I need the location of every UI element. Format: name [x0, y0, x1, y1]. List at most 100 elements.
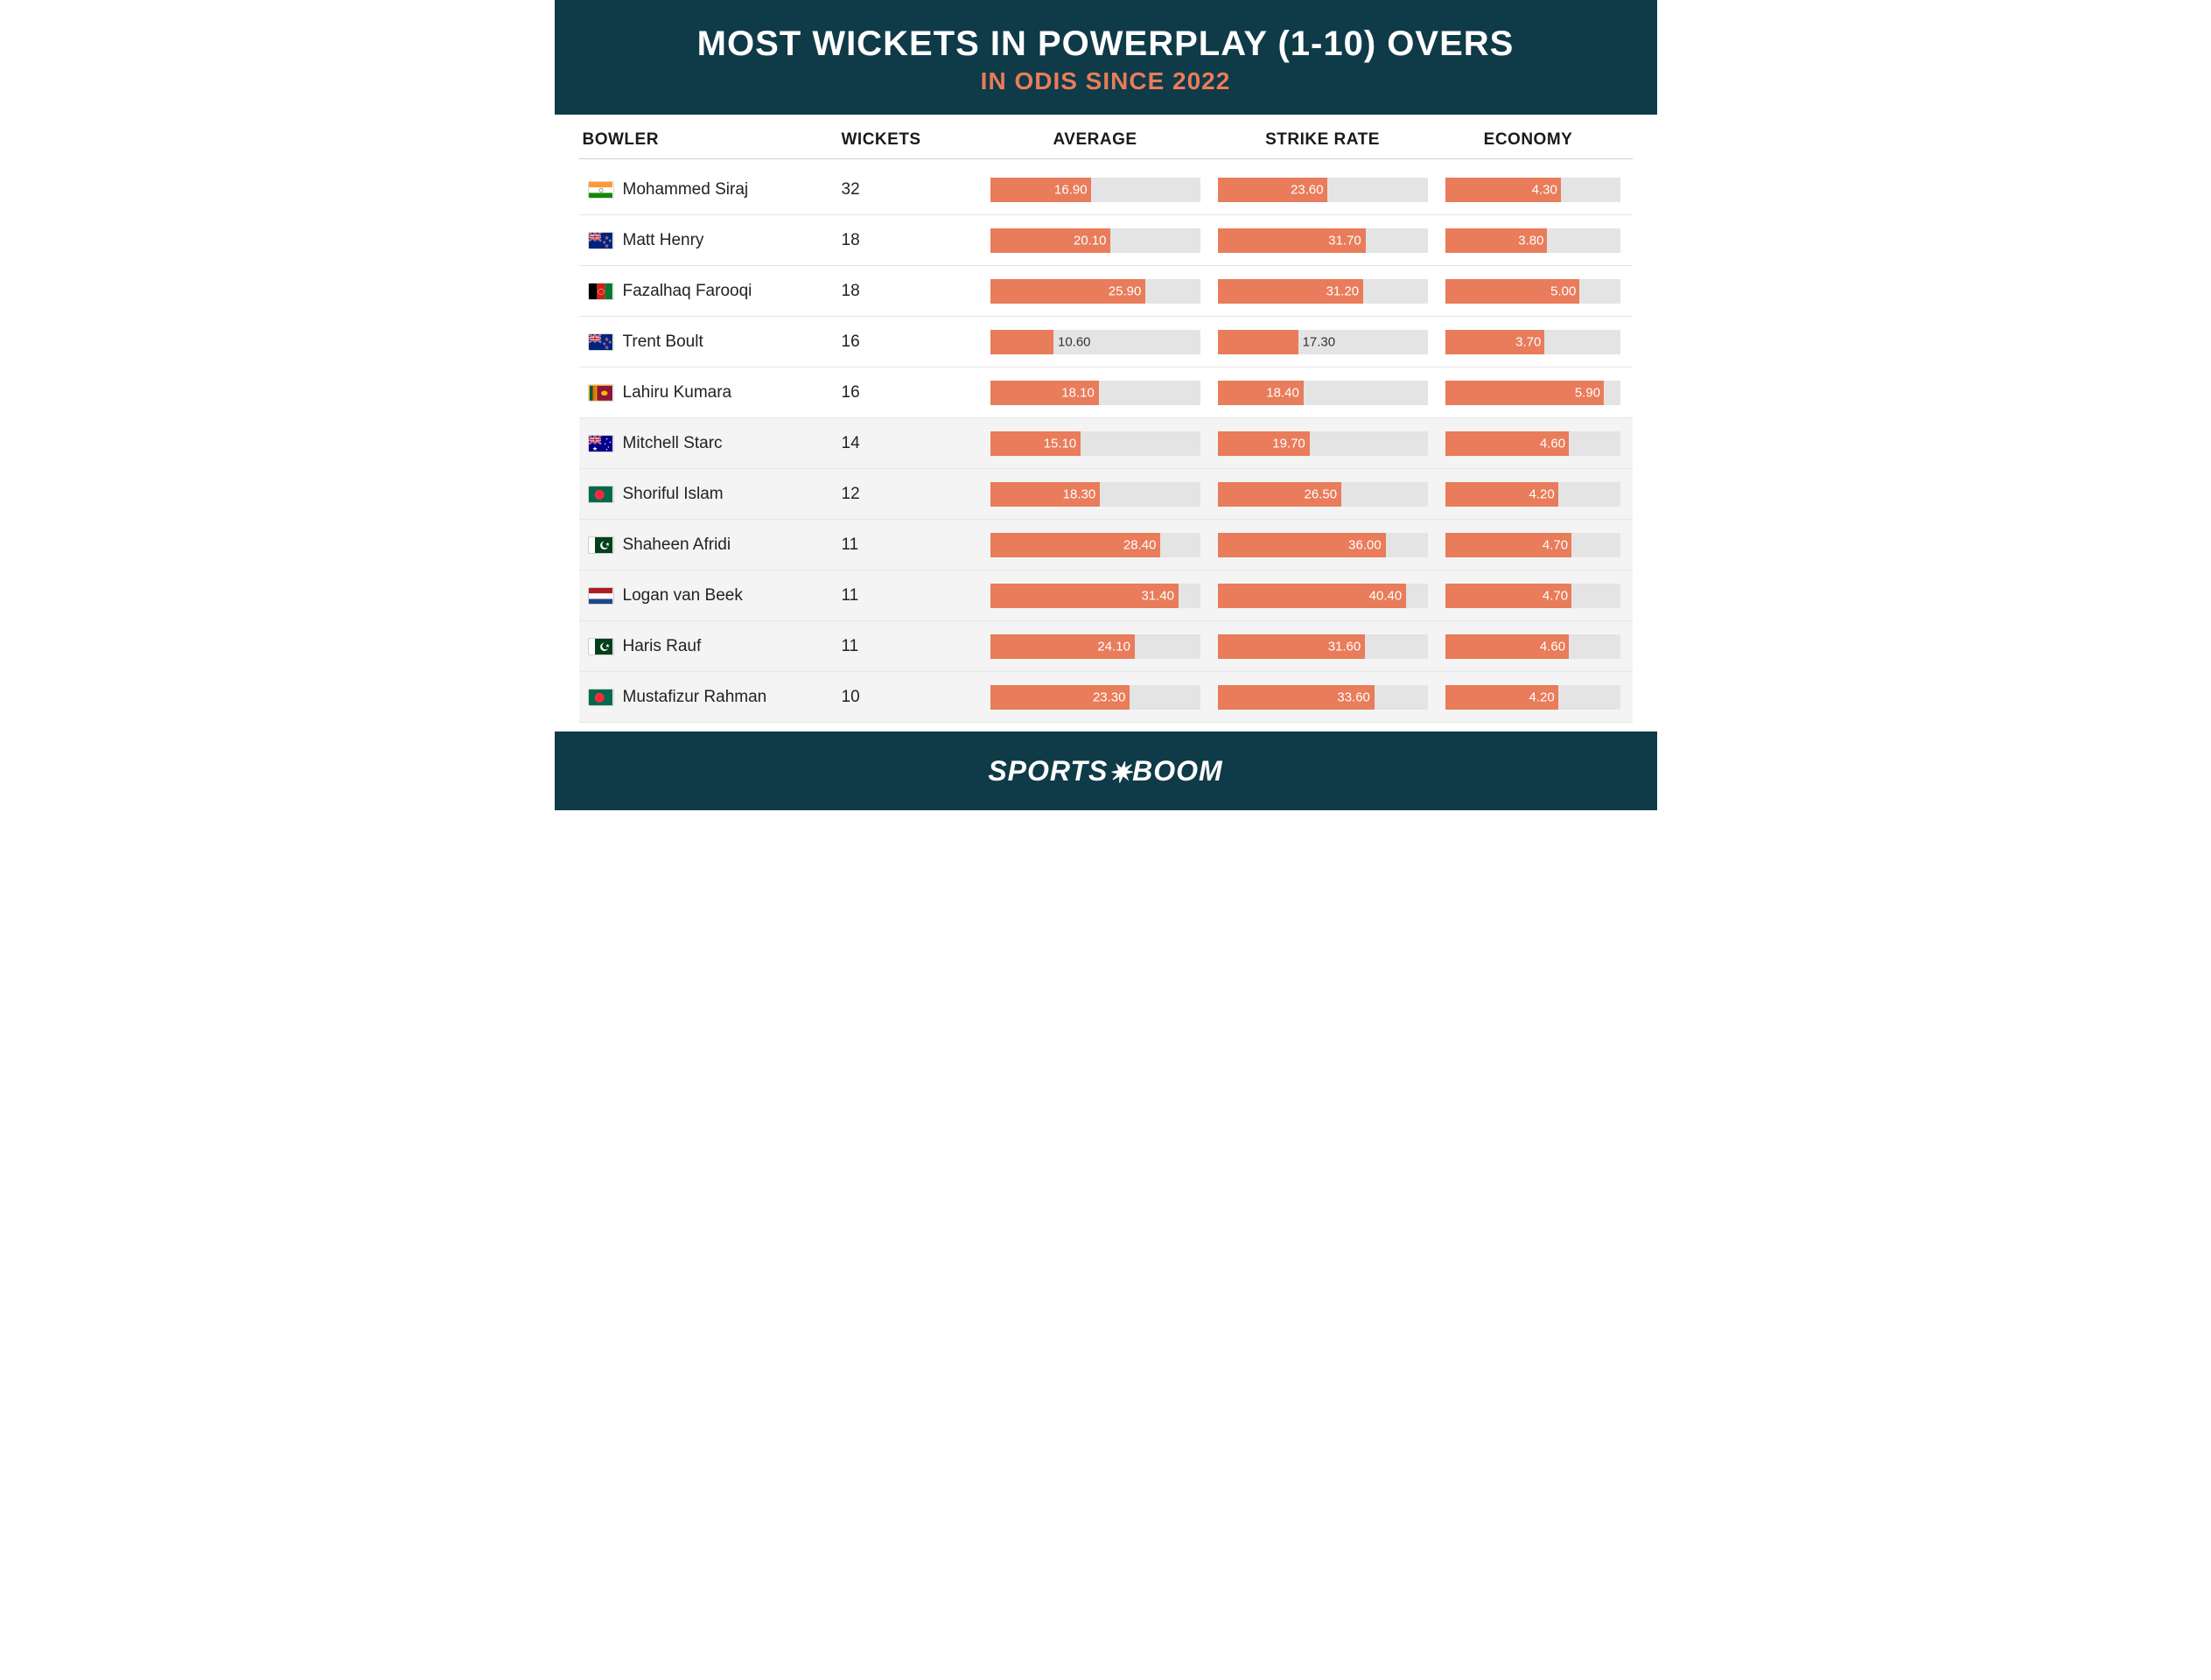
bar-value-label: 28.40 [1123, 537, 1157, 552]
table: BOWLER WICKETS AVERAGE STRIKE RATE ECONO… [555, 115, 1657, 732]
bar-cell: 24.10 [982, 634, 1209, 659]
bar-cell: 19.70 [1209, 431, 1437, 456]
bar-value-label: 31.20 [1326, 284, 1360, 298]
table-row: Logan van Beek1131.4040.404.70 [579, 570, 1633, 621]
wickets-value: 18 [842, 231, 982, 250]
bar-value-label: 23.30 [1093, 690, 1126, 704]
wickets-value: 11 [842, 637, 982, 656]
bowler-name: Matt Henry [623, 231, 704, 250]
afghanistan-flag-icon [588, 283, 614, 300]
bar-cell: 25.90 [982, 279, 1209, 304]
bar-value-label: 20.10 [1074, 233, 1107, 248]
bar-cell: 4.20 [1437, 685, 1620, 710]
bangladesh-flag-icon [588, 689, 614, 706]
bar-cell: 10.60 [982, 330, 1209, 354]
bowler-name: Shoriful Islam [623, 485, 724, 504]
bar-value-label: 4.70 [1543, 588, 1568, 603]
bar-value-label: 3.70 [1515, 334, 1541, 349]
table-row: Lahiru Kumara1618.1018.405.90 [579, 368, 1633, 418]
bar-value-label: 26.50 [1305, 486, 1338, 501]
table-body: Mohammed Siraj32 16.90 23.60 4.30 Matt Henry… [579, 164, 1633, 723]
bar-value-label: 16.90 [1054, 182, 1088, 197]
bar-cell: 18.30 [982, 482, 1209, 507]
bowler-name: Shaheen Afridi [623, 536, 731, 555]
bar-value-label: 3.80 [1518, 233, 1543, 248]
newzealand-flag-icon [588, 232, 614, 249]
bar-cell: 18.40 [1209, 381, 1437, 405]
header: MOST WICKETS IN POWERPLAY (1-10) OVERS I… [555, 0, 1657, 115]
table-row: Mitchell Starc14 15.10 19.70 4.60 [579, 418, 1633, 469]
bowler-cell: Shaheen Afridi [579, 536, 842, 555]
wickets-value: 11 [842, 536, 982, 555]
pakistan-flag-icon [588, 638, 614, 655]
bar-value-label: 4.60 [1540, 436, 1565, 451]
bar-cell: 3.80 [1437, 228, 1620, 253]
col-header-bowler: BOWLER [579, 130, 842, 150]
bar-cell: 23.30 [982, 685, 1209, 710]
wickets-value: 10 [842, 688, 982, 707]
bar-value-label: 17.30 [1303, 334, 1336, 349]
bowler-name: Trent Boult [623, 332, 703, 352]
wickets-value: 32 [842, 180, 982, 200]
bar-cell: 16.90 [982, 178, 1209, 202]
bowler-cell: Mitchell Starc [579, 434, 842, 453]
bowler-cell: Fazalhaq Farooqi [579, 282, 842, 301]
bar-value-label: 18.40 [1266, 385, 1299, 400]
col-header-strike-rate: STRIKE RATE [1209, 130, 1437, 150]
bar-value-label: 19.70 [1272, 436, 1305, 451]
bar-value-label: 5.00 [1550, 284, 1576, 298]
wickets-value: 18 [842, 282, 982, 301]
table-row: Haris Rauf 1124.1031.604.60 [579, 621, 1633, 672]
netherlands-flag-icon [588, 587, 614, 605]
bowler-cell: Mustafizur Rahman [579, 688, 842, 707]
bar-cell: 20.10 [982, 228, 1209, 253]
bowler-cell: Logan van Beek [579, 586, 842, 606]
bar-cell: 15.10 [982, 431, 1209, 456]
bowler-cell: Matt Henry [579, 231, 842, 250]
bar-cell: 4.60 [1437, 431, 1620, 456]
bar-cell: 18.10 [982, 381, 1209, 405]
bowler-name: Haris Rauf [623, 637, 702, 656]
bar-cell: 3.70 [1437, 330, 1620, 354]
title: MOST WICKETS IN POWERPLAY (1-10) OVERS [572, 24, 1640, 64]
bar-cell: 33.60 [1209, 685, 1437, 710]
bar-cell: 5.00 [1437, 279, 1620, 304]
wickets-value: 14 [842, 434, 982, 453]
srilanka-flag-icon [588, 384, 614, 402]
bar-value-label: 4.20 [1529, 486, 1555, 501]
bar-value-label: 18.30 [1063, 486, 1096, 501]
infographic-container: MOST WICKETS IN POWERPLAY (1-10) OVERS I… [555, 0, 1657, 810]
bar-cell: 4.70 [1437, 533, 1620, 557]
bar-cell: 17.30 [1209, 330, 1437, 354]
australia-flag-icon [588, 435, 614, 452]
bowler-cell: Mohammed Siraj [579, 180, 842, 200]
bar-value-label: 5.90 [1575, 385, 1600, 400]
bar-value-label: 4.30 [1532, 182, 1557, 197]
col-header-economy: ECONOMY [1437, 130, 1620, 150]
bar-value-label: 33.60 [1337, 690, 1370, 704]
bar-cell: 4.20 [1437, 482, 1620, 507]
wickets-value: 16 [842, 332, 982, 352]
bar-value-label: 15.10 [1044, 436, 1077, 451]
bowler-name: Mustafizur Rahman [623, 688, 767, 707]
col-header-wickets: WICKETS [842, 130, 982, 150]
bar-cell: 23.60 [1209, 178, 1437, 202]
bar-cell: 31.40 [982, 584, 1209, 608]
bar-value-label: 31.70 [1328, 233, 1361, 248]
bar-value-label: 4.20 [1529, 690, 1555, 704]
bowler-name: Fazalhaq Farooqi [623, 282, 752, 301]
bar-cell: 31.60 [1209, 634, 1437, 659]
table-header: BOWLER WICKETS AVERAGE STRIKE RATE ECONO… [579, 130, 1633, 159]
wickets-value: 11 [842, 586, 982, 606]
bowler-cell: Lahiru Kumara [579, 383, 842, 402]
table-row: Mustafizur Rahman 10 23.30 33.60 4.20 [579, 672, 1633, 723]
table-row: Shaheen Afridi1128.4036.004.70 [579, 520, 1633, 570]
bar-cell: 4.60 [1437, 634, 1620, 659]
table-row: Mohammed Siraj32 16.90 23.60 4.30 [579, 164, 1633, 215]
india-flag-icon [588, 181, 614, 199]
table-row: Shoriful Islam1218.3026.504.20 [579, 469, 1633, 520]
bar-cell: 4.30 [1437, 178, 1620, 202]
bar-cell: 4.70 [1437, 584, 1620, 608]
bar-cell: 26.50 [1209, 482, 1437, 507]
footer: SPORTS✷BOOM [555, 732, 1657, 810]
